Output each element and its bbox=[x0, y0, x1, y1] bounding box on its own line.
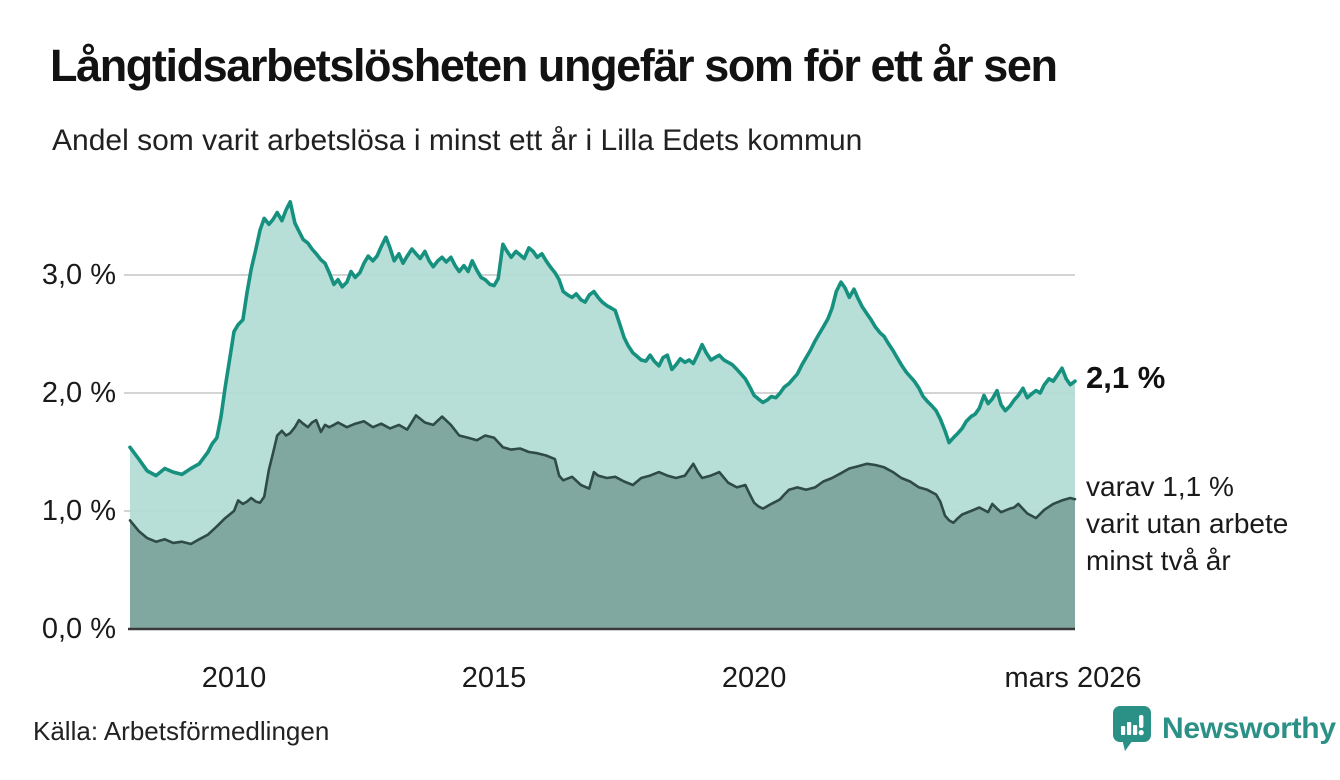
x-tick-label: 2020 bbox=[721, 662, 787, 694]
newsworthy-brand: Newsworthy bbox=[1112, 705, 1336, 752]
series-end-value-label: 2,1 % bbox=[1086, 360, 1166, 395]
y-tick-label: 2,0 % bbox=[41, 377, 116, 409]
y-tick-label: 1,0 % bbox=[41, 495, 116, 527]
series-note-annotation: varav 1,1 % varit utan arbete minst två … bbox=[1086, 468, 1288, 579]
x-tick-label: 2015 bbox=[461, 662, 527, 694]
page-subtitle: Andel som varit arbetslösa i minst ett å… bbox=[52, 124, 863, 157]
x-tick-label: mars 2026 bbox=[1004, 662, 1142, 694]
note-line-1: varav 1,1 % bbox=[1086, 471, 1234, 502]
note-line-2: varit utan arbete bbox=[1086, 508, 1289, 539]
newsworthy-logo-icon bbox=[1112, 705, 1152, 752]
newsworthy-wordmark: Newsworthy bbox=[1162, 711, 1336, 745]
source-credit: Källa: Arbetsförmedlingen bbox=[33, 716, 330, 746]
note-line-3: minst två år bbox=[1086, 545, 1231, 576]
y-tick-label: 3,0 % bbox=[41, 259, 116, 291]
x-tick-label: 2010 bbox=[201, 662, 267, 694]
y-tick-label: 0,0 % bbox=[41, 613, 116, 645]
page-title: Långtidsarbetslösheten ungefär som för e… bbox=[50, 40, 1058, 91]
